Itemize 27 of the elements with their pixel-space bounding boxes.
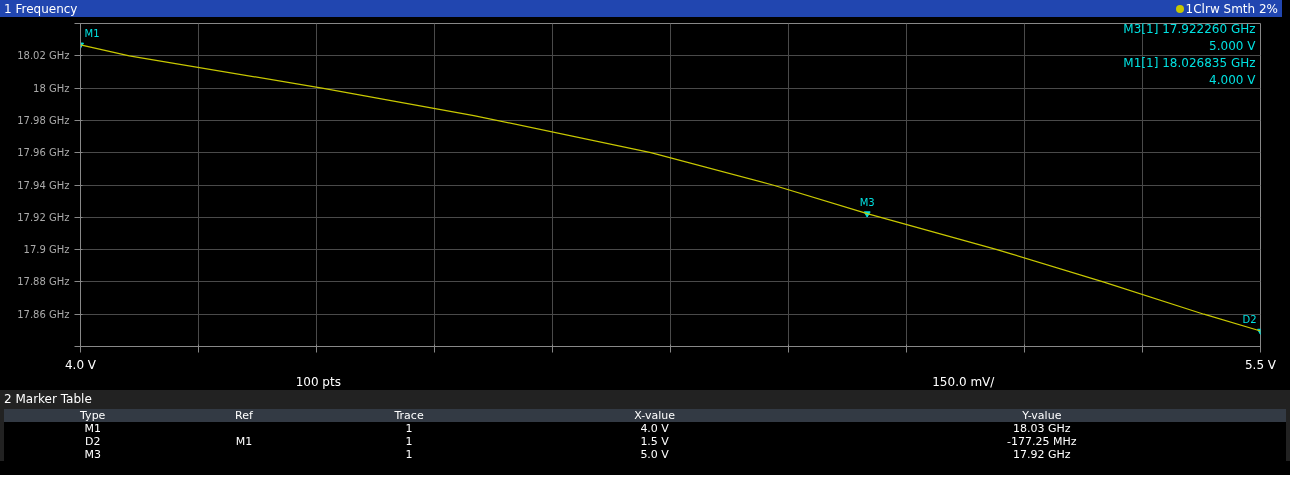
x-tick-label: 5.5 V xyxy=(1244,357,1277,372)
y-tick-label: 17.9 GHz xyxy=(23,244,70,256)
annotation: 5.000 V xyxy=(1209,38,1257,53)
text: M1 1 4.0 V 18.03 GHz xyxy=(84,422,1071,436)
annotation: M3[1] 17.922260 GHz xyxy=(1123,21,1256,36)
annotation: 4.000 V xyxy=(1209,72,1257,87)
y-tick-label: 18 GHz xyxy=(33,82,70,94)
text: D2 M1 1 1.5 V -177.25 MHz xyxy=(85,435,1077,449)
annotation: D2 xyxy=(1242,314,1257,325)
text: 100 pts xyxy=(295,374,341,390)
annotation: M3 xyxy=(859,196,875,208)
y-tick-label: 18.02 GHz xyxy=(17,50,70,62)
y-tick-label: 17.86 GHz xyxy=(17,308,70,320)
annotation: M1 xyxy=(84,27,100,39)
text: 1Clrw Smth 2% xyxy=(1184,1,1278,16)
y-tick-label: 17.92 GHz xyxy=(17,211,70,223)
annotation: M1[1] 18.026835 GHz xyxy=(1123,55,1256,70)
text: 2 Marker Table xyxy=(3,391,93,408)
x-tick-label: 4.0 V xyxy=(64,357,97,372)
y-tick-label: 17.94 GHz xyxy=(17,179,70,191)
y-tick-label: 17.88 GHz xyxy=(17,276,70,288)
text: Type Ref Trace X-value Y-value xyxy=(80,409,1062,423)
y-tick-label: 17.98 GHz xyxy=(17,114,70,126)
text: M3 1 5.0 V 17.92 GHz xyxy=(84,448,1071,462)
chart-title: 1 Frequency xyxy=(4,1,78,16)
text: 150.0 mV/ xyxy=(932,374,995,390)
y-tick-label: 17.96 GHz xyxy=(17,147,70,159)
